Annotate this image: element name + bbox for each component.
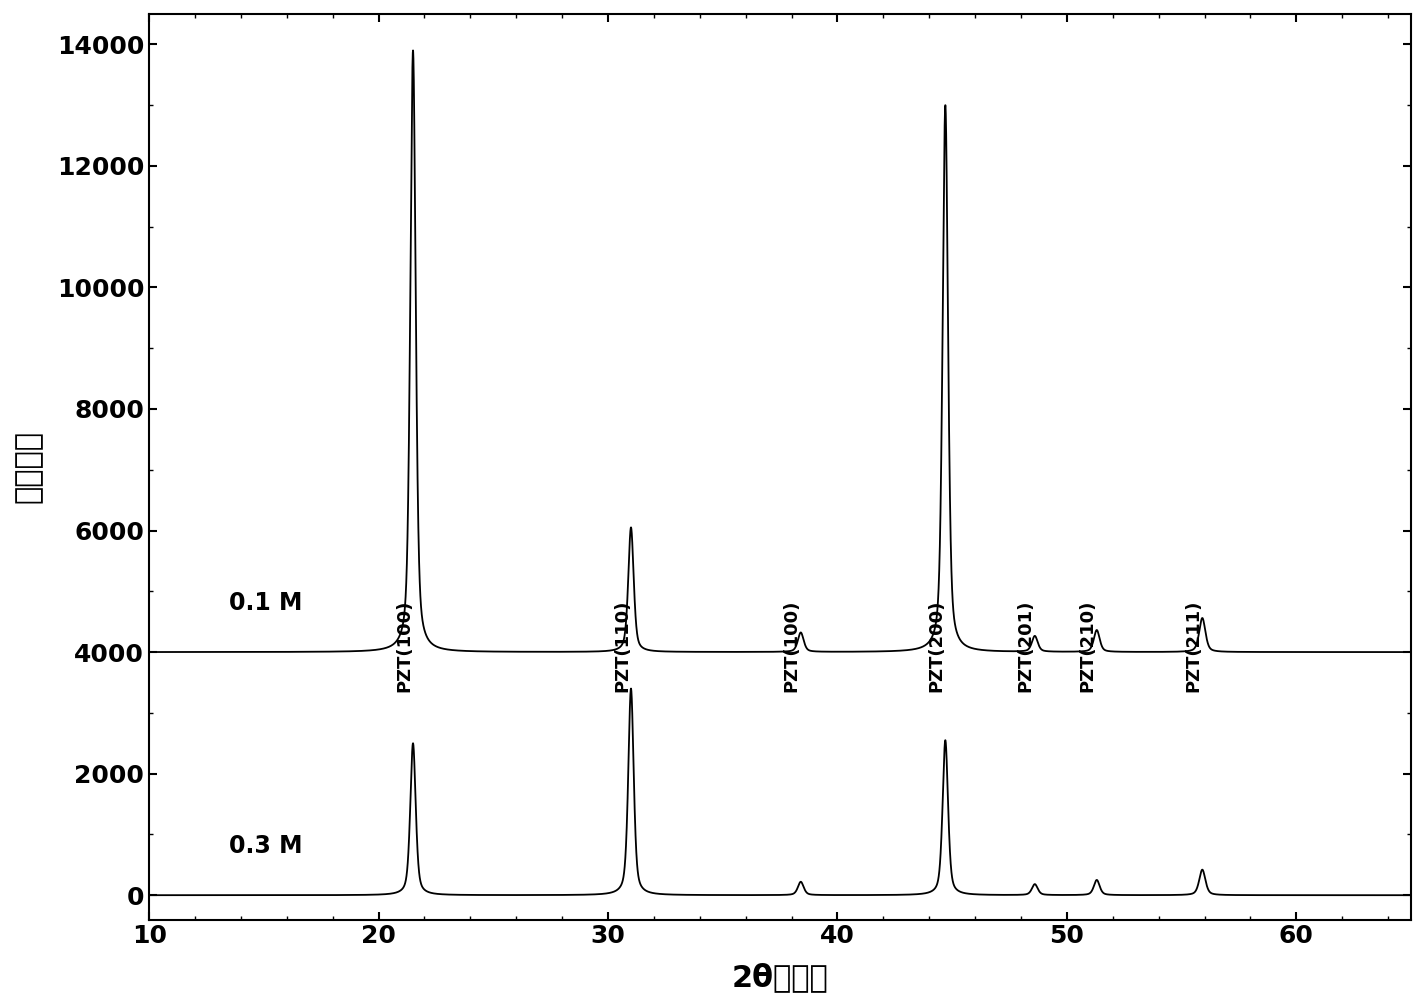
- Text: PZT(100): PZT(100): [395, 600, 413, 692]
- Text: 0.1 M: 0.1 M: [229, 591, 304, 615]
- Y-axis label: 衍射强度: 衍射强度: [14, 431, 43, 503]
- Text: PZT(100): PZT(100): [782, 600, 801, 692]
- Text: PZT(110): PZT(110): [613, 600, 631, 692]
- Text: PZT(201): PZT(201): [1017, 600, 1035, 692]
- Text: 0.3 M: 0.3 M: [229, 834, 304, 858]
- Text: PZT(210): PZT(210): [1079, 600, 1097, 692]
- Text: PZT(211): PZT(211): [1184, 600, 1203, 692]
- X-axis label: 2θ（度）: 2θ（度）: [732, 963, 828, 992]
- Text: PZT(200): PZT(200): [928, 600, 945, 692]
